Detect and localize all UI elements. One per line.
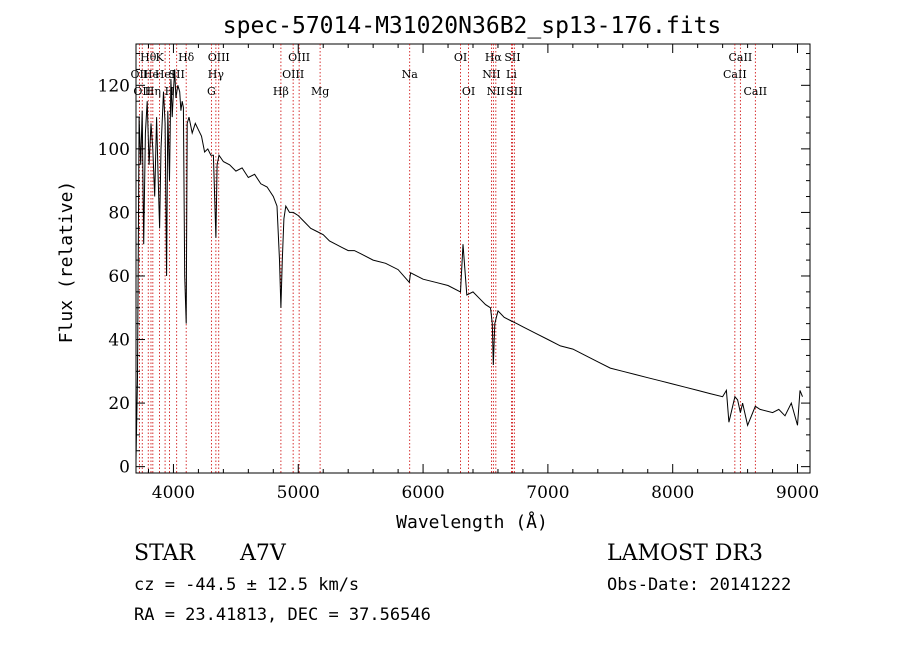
line-label-8: SII bbox=[169, 68, 185, 81]
line-label-6: HeI bbox=[155, 68, 175, 81]
line-label-17: Na bbox=[402, 68, 419, 81]
x-tick-label-4: 8000 bbox=[651, 483, 694, 503]
line-label-21: Hα bbox=[485, 51, 503, 64]
y-axis-label: Flux (relative) bbox=[56, 181, 77, 344]
y-tick-label-1: 20 bbox=[108, 394, 130, 414]
survey-name: LAMOST DR3 bbox=[607, 541, 763, 566]
spectrum-line bbox=[135, 69, 803, 461]
axis-ticks bbox=[136, 44, 810, 473]
emission-line-markers bbox=[138, 44, 756, 473]
line-label-26: CaII bbox=[723, 68, 747, 81]
x-tick-label-3: 7000 bbox=[526, 483, 569, 503]
line-label-19: OI bbox=[462, 85, 475, 98]
chart-title: spec-57014-M31020N36B2_sp13-176.fits bbox=[223, 13, 722, 39]
object-class: STAR bbox=[134, 541, 196, 566]
x-tick-label-2: 6000 bbox=[401, 483, 444, 503]
x-axis-label: Wavelength (Å) bbox=[396, 511, 548, 533]
line-label-18: OI bbox=[454, 51, 467, 64]
line-label-2: Hθ bbox=[140, 51, 157, 64]
line-label-4: Hη bbox=[145, 85, 161, 98]
line-label-3: He bbox=[143, 68, 159, 81]
y-tick-label-5: 100 bbox=[98, 140, 130, 160]
axis-tick-labels: 4000 5000 6000 7000 8000 9000 0 20 40 60 80 100 120 bbox=[98, 76, 820, 503]
line-label-13: Hβ bbox=[273, 85, 289, 98]
ra-dec: RA = 23.41813, DEC = 37.56546 bbox=[134, 605, 431, 625]
x-tick-label-0: 4000 bbox=[152, 483, 195, 503]
line-label-11: Hγ bbox=[208, 68, 225, 81]
y-tick-label-6: 120 bbox=[98, 76, 130, 96]
y-tick-label-4: 80 bbox=[108, 203, 130, 223]
redshift-cz: cz = -44.5 ± 12.5 km/s bbox=[134, 575, 359, 595]
y-tick-label-2: 40 bbox=[108, 331, 130, 351]
plot-frame bbox=[135, 43, 811, 474]
line-label-12: OIII bbox=[208, 51, 230, 64]
line-label-5: K bbox=[155, 51, 164, 64]
line-label-0: OII bbox=[131, 68, 149, 81]
line-label-28: CaII bbox=[743, 85, 767, 98]
line-label-1: OII bbox=[133, 85, 151, 98]
line-label-24: SII bbox=[504, 51, 520, 64]
line-label-7: H bbox=[165, 85, 175, 98]
y-tick-label-3: 60 bbox=[108, 267, 130, 287]
line-label-10: G bbox=[207, 85, 216, 98]
object-subclass: A7V bbox=[239, 541, 287, 566]
line-label-27: CaII bbox=[729, 51, 753, 64]
observation-date: Obs-Date: 20141222 bbox=[607, 575, 791, 595]
line-label-20: NII bbox=[482, 68, 500, 81]
x-tick-label-1: 5000 bbox=[277, 483, 320, 503]
line-label-14: OIII bbox=[282, 68, 304, 81]
emission-line-labels: OII OII Hθ He Hη K HeI H SII Hδ G Hγ OIII Hβ OIII OIII M… bbox=[131, 51, 768, 98]
line-label-23: Li bbox=[506, 68, 517, 81]
line-label-22: NII bbox=[487, 85, 505, 98]
line-label-25: SII bbox=[506, 85, 522, 98]
x-tick-label-5: 9000 bbox=[776, 483, 819, 503]
y-tick-label-0: 0 bbox=[119, 458, 130, 478]
line-label-16: Mg bbox=[311, 85, 329, 98]
line-label-15: OIII bbox=[288, 51, 310, 64]
line-label-9: Hδ bbox=[178, 51, 195, 64]
